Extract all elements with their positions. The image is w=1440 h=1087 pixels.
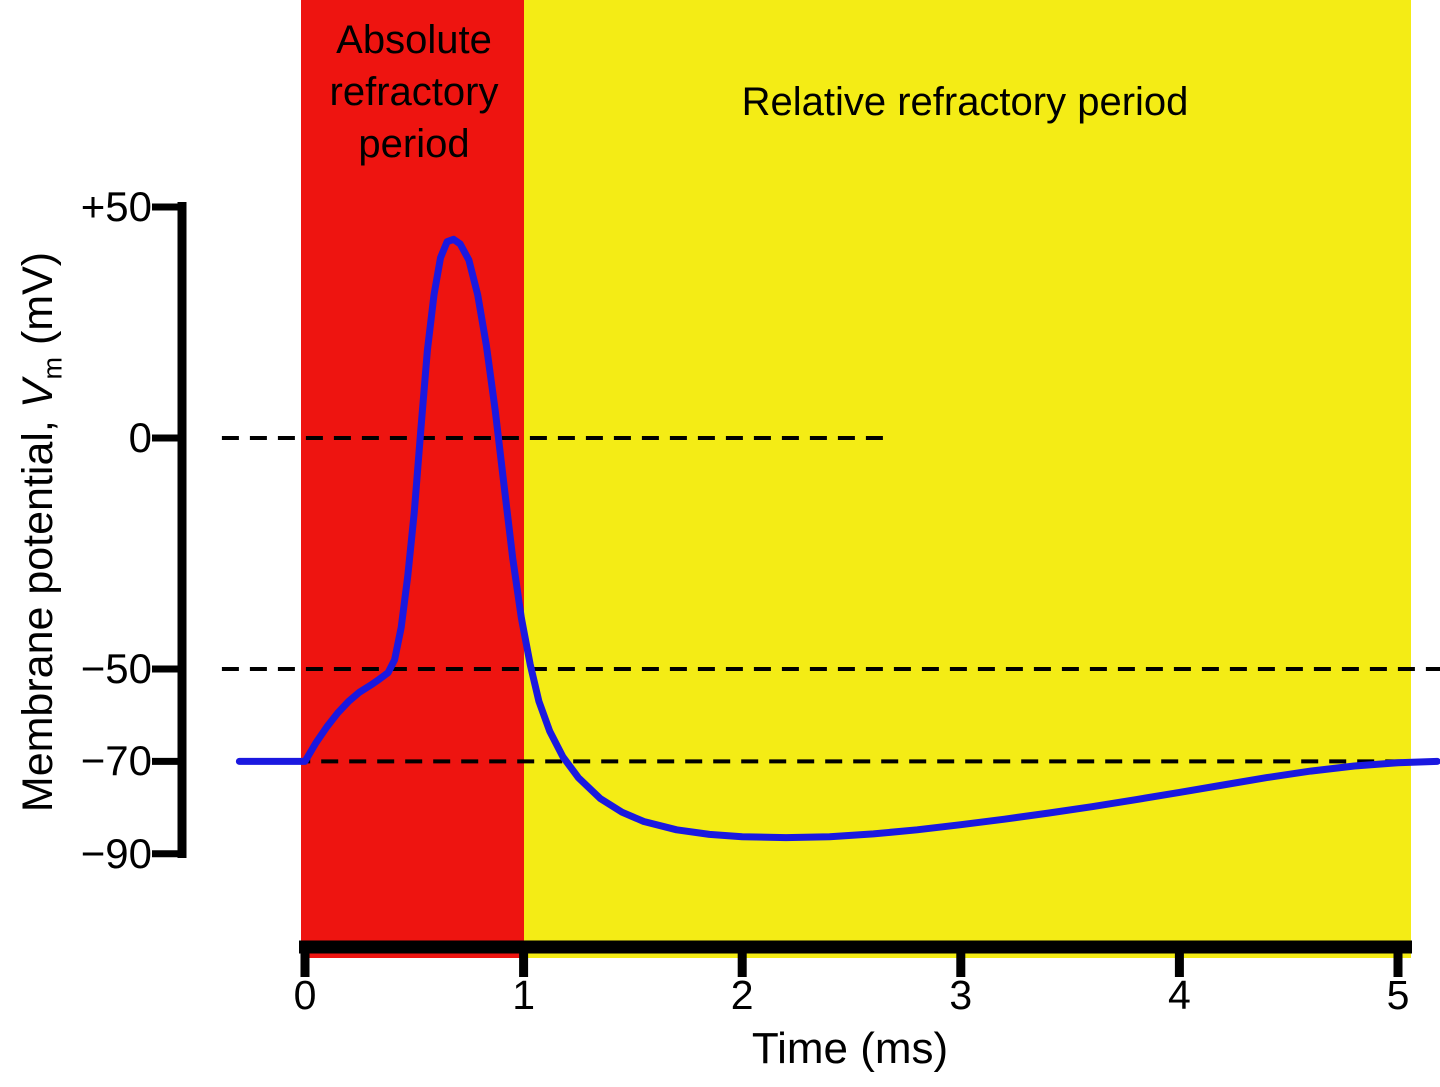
absolute-refractory-band — [300, 0, 524, 958]
y-axis-variable-subscript: m — [37, 356, 68, 380]
x-tick-label: 0 — [293, 972, 317, 1018]
y-tick-label: +50 — [80, 183, 152, 230]
y-tick-label: 0 — [128, 414, 152, 461]
y-axis-label-suffix: (mV) — [14, 251, 62, 357]
y-tick-label: −70 — [80, 737, 152, 785]
x-axis-label: Time (ms) — [751, 1024, 949, 1073]
x-tick-label: 2 — [730, 972, 754, 1018]
x-tick-label: 4 — [1167, 972, 1191, 1018]
relative-refractory-band — [523, 0, 1412, 958]
x-tick-label: 1 — [512, 972, 535, 1018]
y-axis-variable-symbol: V — [14, 379, 62, 409]
absolute-refractory-period-label: Absolute refractory period — [329, 18, 499, 166]
relative-refractory-period-label: Relative refractory period — [741, 80, 1189, 124]
membrane-potential-curve — [235, 235, 1440, 842]
x-tick-label: 5 — [1386, 972, 1410, 1018]
y-tick-label: −90 — [80, 829, 152, 877]
y-tick-label: −50 — [80, 645, 152, 692]
x-tick-label: 3 — [949, 972, 973, 1018]
